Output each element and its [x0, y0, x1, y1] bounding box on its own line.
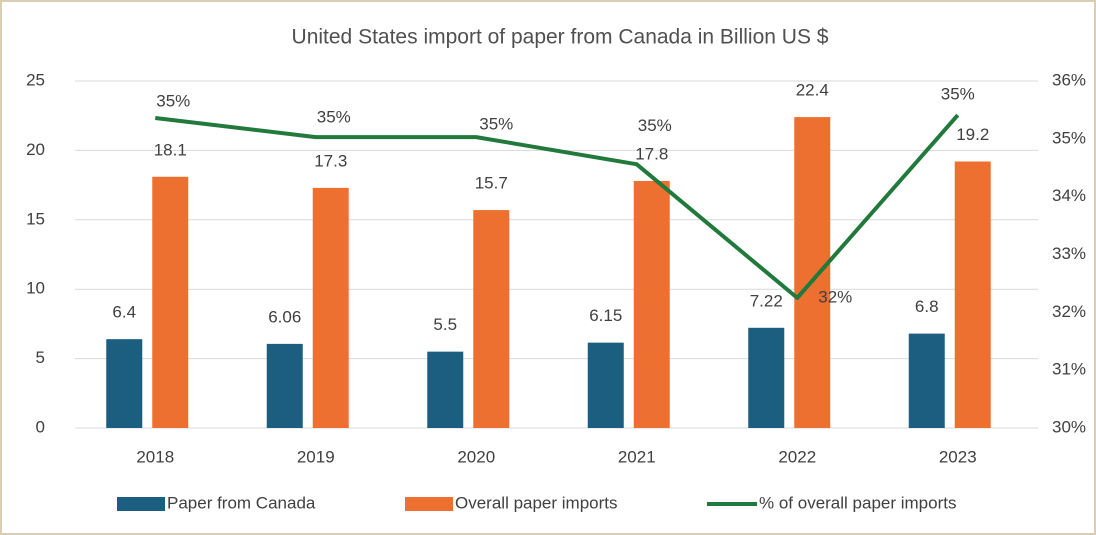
bar	[633, 180, 670, 428]
bar	[427, 351, 464, 428]
y-tick-label: 10	[26, 279, 45, 298]
bar-value-label: 18.1	[154, 140, 187, 159]
bar-value-label: 5.5	[433, 315, 457, 334]
bar	[312, 187, 349, 428]
line-value-label: 35%	[479, 115, 513, 134]
line-value-label: 32%	[818, 287, 852, 306]
y-tick-label: 20	[26, 140, 45, 159]
line-value-label: 35%	[638, 116, 672, 135]
x-tick-label: 2020	[457, 447, 495, 466]
legend-label: Paper from Canada	[167, 493, 316, 512]
line-value-label: 35%	[941, 85, 975, 104]
y-tick-label: 0	[36, 417, 45, 436]
bar	[954, 161, 991, 428]
legend-label: Overall paper imports	[455, 493, 618, 512]
bar-value-label: 17.8	[635, 144, 668, 163]
bar-value-label: 17.3	[314, 151, 347, 170]
bar-value-label: 19.2	[956, 125, 989, 144]
bar-value-label: 7.22	[750, 291, 783, 310]
legend-label: % of overall paper imports	[759, 493, 956, 512]
bar-value-label: 6.15	[589, 306, 622, 325]
y2-tick-label: 36%	[1052, 70, 1086, 89]
bar-value-label: 15.7	[475, 174, 508, 193]
legend-swatch	[405, 497, 453, 511]
line-value-label: 35%	[317, 108, 351, 127]
y2-tick-label: 35%	[1052, 128, 1086, 147]
bar	[587, 342, 624, 428]
bar	[152, 176, 189, 428]
y-tick-label: 25	[26, 70, 45, 89]
x-tick-label: 2022	[778, 447, 816, 466]
y-tick-label: 5	[36, 348, 45, 367]
bar	[748, 327, 785, 428]
bar-value-label: 6.06	[268, 307, 301, 326]
bar	[266, 343, 303, 428]
chart-title: United States import of paper from Canad…	[292, 26, 829, 49]
bar	[794, 117, 831, 428]
y2-tick-label: 32%	[1052, 302, 1086, 321]
y2-tick-label: 31%	[1052, 360, 1086, 379]
line-value-label: 35%	[156, 91, 190, 110]
bar-value-label: 22.4	[796, 81, 829, 100]
legend-swatch	[117, 497, 165, 511]
line	[155, 113, 960, 300]
y2-tick-label: 30%	[1052, 417, 1086, 436]
x-tick-label: 2021	[618, 447, 656, 466]
bar-value-label: 6.8	[915, 297, 939, 316]
bar	[106, 339, 143, 428]
x-tick-label: 2018	[136, 447, 174, 466]
y2-tick-label: 34%	[1052, 186, 1086, 205]
y-tick-label: 15	[26, 209, 45, 228]
bar-value-label: 6.4	[112, 303, 136, 322]
y2-tick-label: 33%	[1052, 244, 1086, 263]
x-tick-label: 2023	[939, 447, 977, 466]
x-tick-label: 2019	[297, 447, 335, 466]
bar	[473, 210, 510, 428]
bar	[908, 333, 945, 428]
